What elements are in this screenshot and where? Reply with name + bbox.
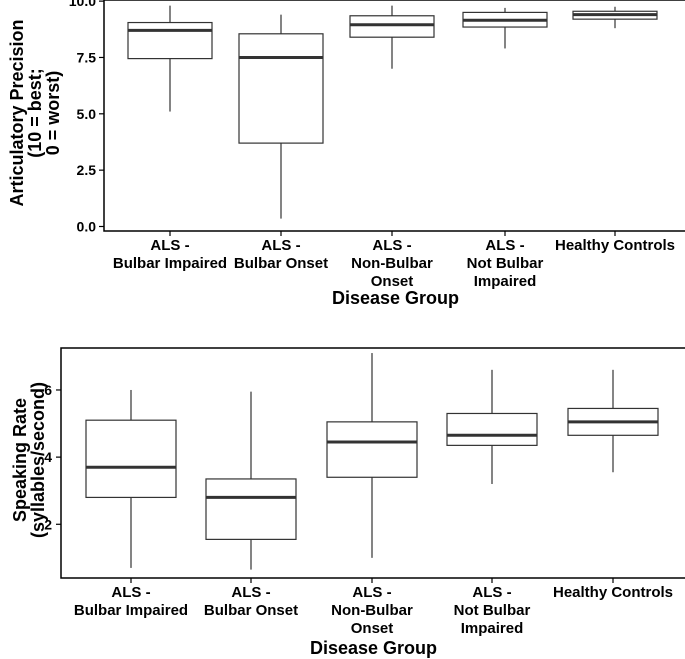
x-tick-label: ALS - — [150, 237, 189, 254]
y-tick-label: 7.5 — [77, 49, 97, 65]
x-tick-label: ALS - — [111, 584, 150, 601]
y-tick-label: 4 — [44, 449, 52, 465]
y-axis-title: Speaking Rate — [10, 398, 30, 522]
x-tick-label: ALS - — [472, 584, 511, 601]
y-tick-label: 10.0 — [69, 0, 96, 9]
box-iqr — [205, 478, 297, 540]
x-tick-label: Healthy Controls — [553, 584, 673, 601]
y-axis-title: (10 = best; — [25, 68, 45, 158]
box-group — [127, 5, 213, 112]
x-tick-label: Bulbar Impaired — [113, 255, 227, 272]
box-group — [462, 7, 548, 49]
x-axis-title: Disease Group — [310, 638, 437, 658]
box-group — [205, 391, 297, 570]
box-group — [567, 369, 659, 473]
x-tick-label: Non-Bulbar — [351, 255, 433, 272]
y-axis-title: (syllables/second) — [28, 382, 48, 538]
x-tick-label: Bulbar Onset — [234, 255, 328, 272]
chart-panel-1: 0.0 2.5 5.0 7.5 10.0 Articulatory Precision(1… — [7, 0, 685, 308]
box-iqr — [127, 21, 213, 60]
x-tick-label: ALS - — [372, 237, 411, 254]
box-iqr — [238, 33, 324, 144]
box-group — [572, 6, 658, 29]
x-tick-label: Impaired — [461, 620, 524, 637]
box-iqr — [446, 412, 538, 446]
box-group — [85, 389, 177, 568]
y-tick-label: 6 — [44, 382, 52, 398]
x-tick-label: Not Bulbar — [467, 255, 544, 272]
box-iqr — [349, 15, 435, 38]
x-tick-label: Not Bulbar — [454, 602, 531, 619]
box-iqr — [85, 419, 177, 499]
y-axis-title: Articulatory Precision — [7, 19, 27, 206]
box-group — [326, 353, 418, 558]
y-tick-label: 2.5 — [77, 162, 97, 178]
plot-frame — [60, 347, 685, 579]
x-tick-label: Impaired — [474, 273, 537, 290]
x-tick-label: Non-Bulbar — [331, 602, 413, 619]
x-tick-label: Onset — [351, 620, 394, 637]
box-group — [446, 369, 538, 484]
x-tick-label: Bulbar Impaired — [74, 602, 188, 619]
x-tick-label: ALS - — [261, 237, 300, 254]
box-group — [349, 5, 435, 69]
x-tick-label: Healthy Controls — [555, 237, 675, 254]
x-tick-label: Onset — [371, 273, 414, 290]
x-axis-title: Disease Group — [332, 288, 459, 308]
x-tick-label: ALS - — [485, 237, 524, 254]
x-tick-label: Bulbar Onset — [204, 602, 298, 619]
box-group — [238, 14, 324, 219]
y-tick-label: 2 — [44, 516, 52, 532]
plot-frame — [103, 0, 685, 232]
x-tick-label: ALS - — [352, 584, 391, 601]
box-iqr — [326, 421, 418, 478]
y-tick-label: 5.0 — [77, 106, 97, 122]
y-tick-label: 0.0 — [77, 218, 97, 234]
y-axis-title: 0 = worst) — [43, 71, 63, 156]
x-tick-label: ALS - — [231, 584, 270, 601]
